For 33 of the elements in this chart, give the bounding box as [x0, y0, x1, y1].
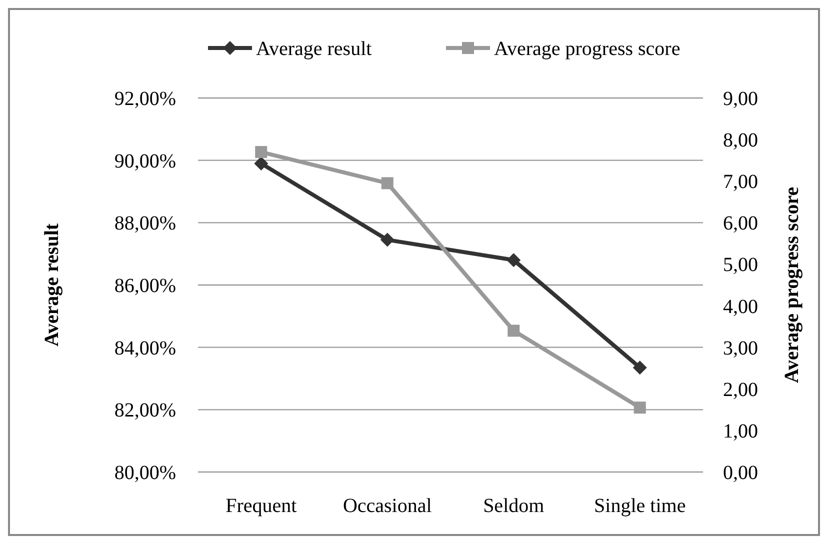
y2-tick-label: 8,00	[723, 130, 758, 152]
y2-axis-title: Average progress score	[781, 186, 803, 384]
y2-tick-label: 3,00	[723, 337, 758, 360]
legend-label: Average progress score	[494, 38, 680, 60]
y2-tick-label: 9,00	[723, 88, 758, 110]
y2-tick-label: 4,00	[723, 296, 758, 318]
y-tick-label: 82,00%	[114, 400, 176, 422]
legend-label: Average result	[256, 38, 372, 60]
y2-tick-label: 6,00	[723, 212, 758, 235]
point	[508, 324, 520, 337]
x-tick-label: Single time	[594, 495, 686, 517]
y-axis-title: Average result	[41, 223, 63, 347]
y2-tick-label: 1,00	[723, 420, 758, 442]
point	[634, 402, 646, 414]
x-tick-label: Occasional	[342, 495, 432, 517]
x-tick-label: Frequent	[226, 495, 298, 517]
y-tick-label: 84,00%	[114, 337, 176, 360]
y2-tick-label: 5,00	[723, 254, 758, 276]
y2-tick-label: 7,00	[723, 171, 758, 194]
y-tick-label: 80,00%	[114, 462, 176, 484]
y2-tick-label: 2,00	[723, 378, 758, 401]
x-tick-label: Seldom	[483, 495, 545, 517]
y-tick-label: 88,00%	[114, 212, 176, 235]
y-tick-label: 90,00%	[114, 150, 176, 172]
point	[255, 146, 268, 158]
point	[506, 253, 521, 268]
point	[632, 360, 647, 375]
point	[254, 156, 268, 170]
point	[381, 177, 394, 190]
y-tick-label: 86,00%	[114, 275, 176, 297]
y2-tick-label: 0,00	[723, 462, 758, 484]
point	[380, 232, 394, 247]
y-tick-label: 92,00%	[114, 88, 176, 110]
